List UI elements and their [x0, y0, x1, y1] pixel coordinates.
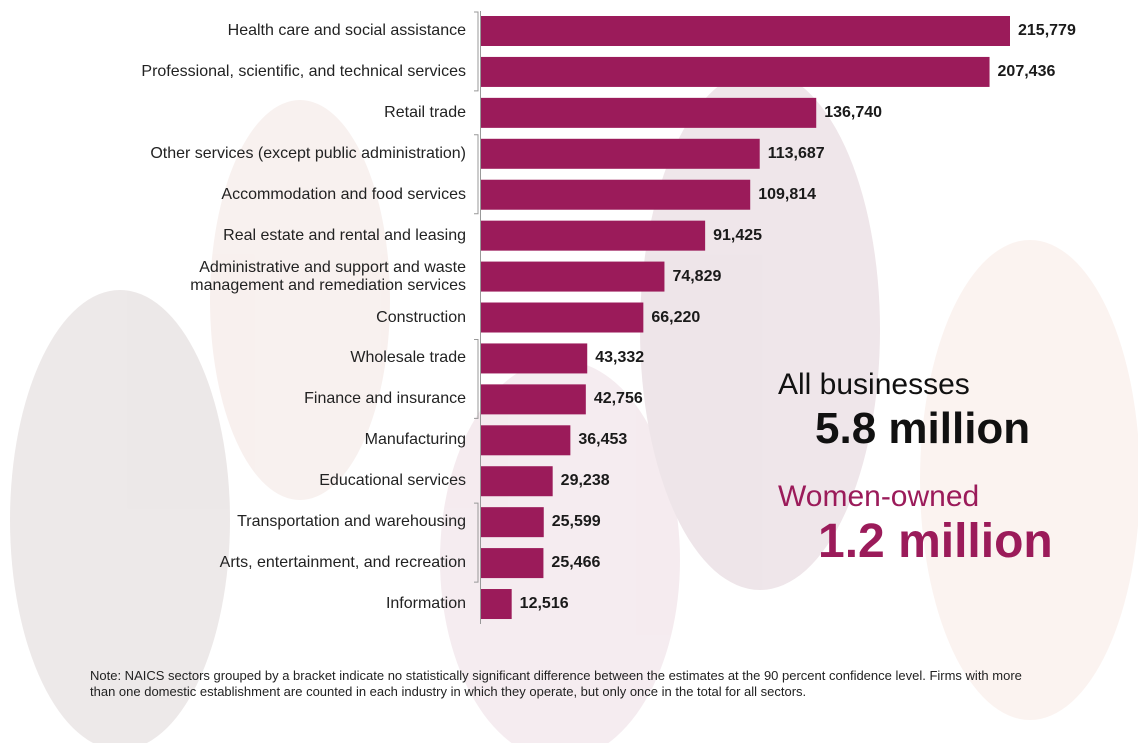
bar: [481, 343, 588, 374]
value-label: 136,740: [824, 103, 883, 121]
women-owned-value: 1.2 million: [818, 515, 1053, 568]
bar: [481, 548, 544, 579]
bar: [481, 384, 586, 415]
value-label: 12,516: [519, 595, 569, 613]
category-label: Finance and insurance: [304, 390, 466, 408]
value-label: 91,425: [713, 226, 763, 244]
category-label: Retail trade: [384, 103, 466, 121]
bar: [481, 425, 571, 456]
value-label: 215,779: [1018, 22, 1076, 39]
bar: [481, 97, 817, 128]
category-label: Educational services: [319, 472, 466, 490]
value-label: 109,814: [758, 185, 817, 203]
category-label: Transportation and warehousing: [237, 513, 466, 531]
bar: [481, 466, 553, 497]
value-label: 74,829: [672, 267, 722, 285]
bracket: [474, 11, 479, 92]
bar: [481, 589, 512, 620]
category-label: Manufacturing: [364, 431, 466, 449]
value-label: 25,599: [551, 513, 601, 531]
bracket: [474, 338, 479, 419]
bar: [481, 56, 990, 87]
bar: [481, 261, 665, 292]
value-label: 36,453: [578, 431, 628, 449]
value-label: 29,238: [560, 472, 610, 490]
women-owned-label: Women-owned: [778, 480, 980, 513]
value-label: 42,756: [593, 390, 643, 408]
bracket: [474, 502, 479, 583]
all-businesses-value: 5.8 million: [815, 404, 1031, 453]
bar: [481, 220, 706, 251]
bar: [481, 179, 751, 210]
value-label: 25,466: [551, 554, 601, 572]
value-label: 43,332: [595, 349, 645, 367]
category-label: Information: [385, 595, 466, 613]
bar: [481, 507, 544, 538]
bar: [481, 138, 760, 169]
category-label: Arts, entertainment, and recreation: [219, 554, 466, 572]
all-businesses-label: All businesses: [778, 368, 970, 401]
category-label: Accommodation and food services: [221, 185, 466, 203]
category-label: Professional, scientific, and technical …: [141, 62, 466, 80]
value-label: 207,436: [997, 62, 1056, 80]
value-label: 113,687: [767, 144, 825, 162]
note: Note: NAICS sectors grouped by a bracket…: [90, 668, 1022, 699]
value-label: 66,220: [651, 308, 701, 326]
bar: [481, 16, 1010, 46]
category-label: Real estate and rental and leasing: [223, 226, 466, 244]
category-label: Health care and social assistance: [227, 22, 466, 39]
category-label: Administrative and support and waste man…: [190, 258, 466, 294]
category-label: Other services (except public administra…: [150, 144, 466, 162]
category-label: Wholesale trade: [350, 349, 466, 367]
category-label: Construction: [376, 308, 466, 326]
bracket: [474, 134, 479, 215]
bar: [481, 302, 644, 333]
